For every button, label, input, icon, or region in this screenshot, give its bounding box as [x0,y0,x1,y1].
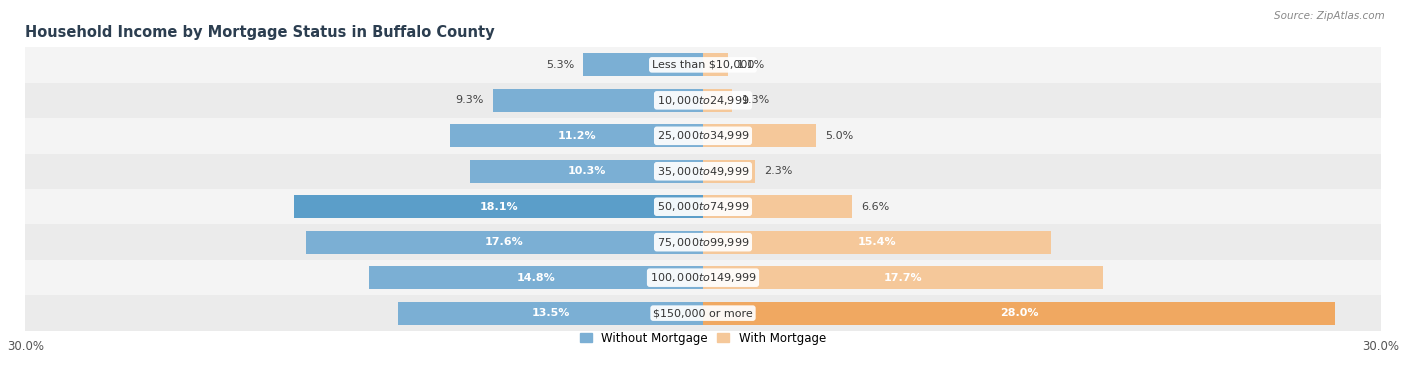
FancyBboxPatch shape [3,189,1403,225]
Text: 1.3%: 1.3% [741,95,769,105]
Text: Less than $10,000: Less than $10,000 [652,60,754,70]
Bar [703,231,1050,254]
Text: 9.3%: 9.3% [456,95,484,105]
Text: 2.3%: 2.3% [763,166,793,176]
Text: 17.6%: 17.6% [485,237,523,247]
Bar [703,160,755,183]
Bar [703,53,728,76]
Text: 6.6%: 6.6% [860,202,890,212]
Text: 14.8%: 14.8% [516,273,555,283]
Text: 5.3%: 5.3% [546,60,574,70]
Text: $10,000 to $24,999: $10,000 to $24,999 [657,94,749,107]
Text: 10.3%: 10.3% [568,166,606,176]
Text: 28.0%: 28.0% [1000,308,1039,318]
Text: Source: ZipAtlas.com: Source: ZipAtlas.com [1274,11,1385,21]
Text: Household Income by Mortgage Status in Buffalo County: Household Income by Mortgage Status in B… [25,25,495,40]
FancyBboxPatch shape [3,118,1403,153]
Text: $100,000 to $149,999: $100,000 to $149,999 [650,271,756,284]
FancyBboxPatch shape [3,47,1403,83]
Bar [368,266,703,289]
Bar [583,53,703,76]
Bar [305,231,703,254]
Text: $75,000 to $99,999: $75,000 to $99,999 [657,236,749,249]
FancyBboxPatch shape [3,225,1403,260]
Text: $50,000 to $74,999: $50,000 to $74,999 [657,200,749,213]
Text: $35,000 to $49,999: $35,000 to $49,999 [657,165,749,178]
Text: 17.7%: 17.7% [883,273,922,283]
Bar [494,89,703,112]
Text: 11.2%: 11.2% [557,131,596,141]
Bar [450,124,703,147]
Text: 1.1%: 1.1% [737,60,765,70]
Text: 13.5%: 13.5% [531,308,569,318]
FancyBboxPatch shape [3,83,1403,118]
Text: 5.0%: 5.0% [825,131,853,141]
Bar [703,195,852,218]
Bar [471,160,703,183]
Text: 15.4%: 15.4% [858,237,896,247]
Bar [703,89,733,112]
Legend: Without Mortgage, With Mortgage: Without Mortgage, With Mortgage [575,327,831,350]
Bar [398,302,703,325]
Bar [703,124,815,147]
FancyBboxPatch shape [3,260,1403,295]
Text: 18.1%: 18.1% [479,202,517,212]
FancyBboxPatch shape [3,153,1403,189]
Text: $25,000 to $34,999: $25,000 to $34,999 [657,129,749,142]
FancyBboxPatch shape [3,295,1403,331]
Text: $150,000 or more: $150,000 or more [654,308,752,318]
Bar [294,195,703,218]
Bar [703,302,1336,325]
Bar [703,266,1102,289]
